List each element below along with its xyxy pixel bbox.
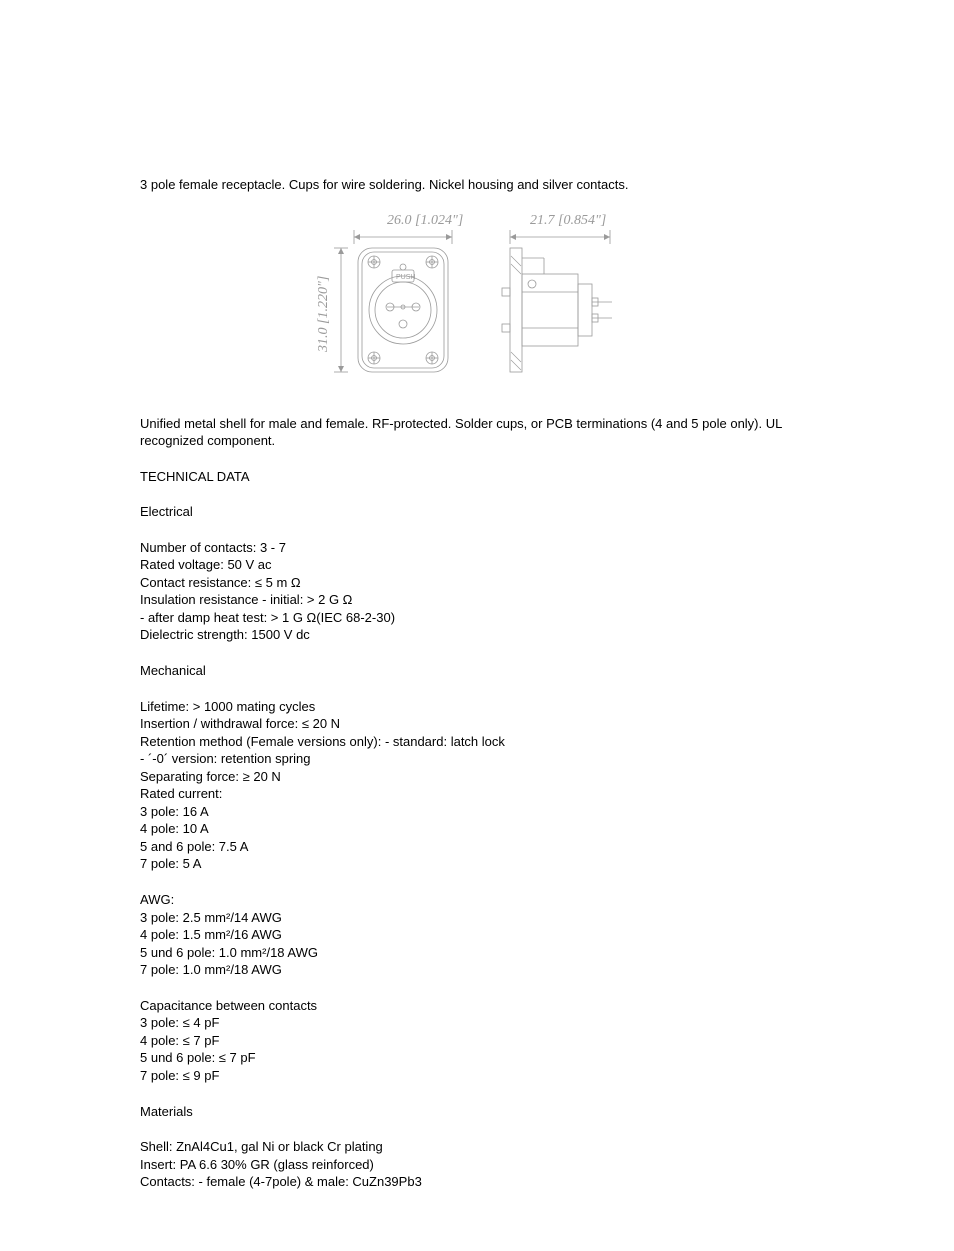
electrical-heading: Electrical (140, 503, 814, 521)
spec-line: Lifetime: > 1000 mating cycles (140, 698, 814, 716)
spec-line: - after damp heat test: > 1 G Ω(IEC 68-2… (140, 609, 814, 627)
spec-line: 4 pole: 1.5 mm²/16 AWG (140, 926, 814, 944)
front-left-dim: 31.0 [1.220"] (316, 275, 331, 352)
spec-line: 3 pole: 2.5 mm²/14 AWG (140, 909, 814, 927)
side-top-dim: 21.7 [0.854"] (530, 213, 606, 228)
push-label: PUSH (396, 274, 415, 281)
electrical-block: Number of contacts: 3 - 7 Rated voltage:… (140, 539, 814, 644)
spec-line: Separating force: ≥ 20 N (140, 768, 814, 786)
capacitance-heading: Capacitance between contacts (140, 997, 814, 1015)
spec-line: 5 and 6 pole: 7.5 A (140, 838, 814, 856)
spec-line: Insulation resistance - initial: > 2 G Ω (140, 591, 814, 609)
technical-data-heading: TECHNICAL DATA (140, 468, 814, 486)
capacitance-block: 3 pole: ≤ 4 pF 4 pole: ≤ 7 pF 5 und 6 po… (140, 1014, 814, 1084)
spec-line: 7 pole: 1.0 mm²/18 AWG (140, 961, 814, 979)
spec-line: Retention method (Female versions only):… (140, 733, 814, 751)
intro-text: 3 pole female receptacle. Cups for wire … (140, 176, 814, 194)
unified-text: Unified metal shell for male and female.… (140, 415, 814, 450)
spec-line: 5 und 6 pole: 1.0 mm²/18 AWG (140, 944, 814, 962)
spec-line: 7 pole: 5 A (140, 855, 814, 873)
awg-block: 3 pole: 2.5 mm²/14 AWG 4 pole: 1.5 mm²/1… (140, 909, 814, 979)
spec-line: 4 pole: 10 A (140, 820, 814, 838)
spec-line: Number of contacts: 3 - 7 (140, 539, 814, 557)
spec-line: Dielectric strength: 1500 V dc (140, 626, 814, 644)
spec-line: Rated voltage: 50 V ac (140, 556, 814, 574)
page: 3 pole female receptacle. Cups for wire … (0, 0, 954, 1251)
spec-line: Contacts: - female (4-7pole) & male: CuZ… (140, 1173, 814, 1191)
materials-block: Shell: ZnAl4Cu1, gal Ni or black Cr plat… (140, 1138, 814, 1191)
spec-line: Contact resistance: ≤ 5 m Ω (140, 574, 814, 592)
spec-line: 3 pole: ≤ 4 pF (140, 1014, 814, 1032)
spec-line: Shell: ZnAl4Cu1, gal Ni or black Cr plat… (140, 1138, 814, 1156)
mechanical-block: Lifetime: > 1000 mating cycles Insertion… (140, 698, 814, 873)
materials-heading: Materials (140, 1103, 814, 1121)
spec-line: - ´-0´ version: retention spring (140, 750, 814, 768)
drawing-svg: 26.0 [1.024"] 31.0 [1.220"] (312, 212, 642, 392)
spec-line: 5 und 6 pole: ≤ 7 pF (140, 1049, 814, 1067)
front-top-dim: 26.0 [1.024"] (387, 213, 463, 228)
spec-line: 3 pole: 16 A (140, 803, 814, 821)
awg-heading: AWG: (140, 891, 814, 909)
spec-line: Insert: PA 6.6 30% GR (glass reinforced) (140, 1156, 814, 1174)
spec-line: Rated current: (140, 785, 814, 803)
spec-line: 4 pole: ≤ 7 pF (140, 1032, 814, 1050)
spec-line: 7 pole: ≤ 9 pF (140, 1067, 814, 1085)
mechanical-heading: Mechanical (140, 662, 814, 680)
technical-drawing: 26.0 [1.024"] 31.0 [1.220"] (140, 212, 814, 395)
spec-line: Insertion / withdrawal force: ≤ 20 N (140, 715, 814, 733)
